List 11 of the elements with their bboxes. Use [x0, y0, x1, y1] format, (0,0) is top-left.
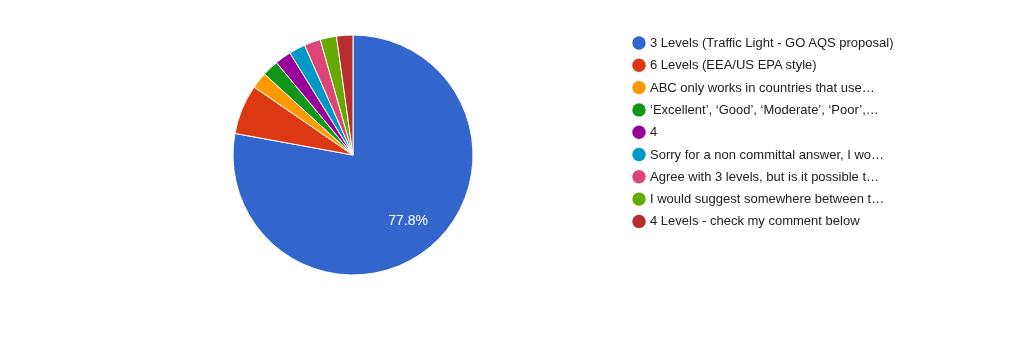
legend-label: I would suggest somewhere between t…	[650, 191, 885, 207]
data-label: 77.8%	[388, 212, 428, 229]
legend-label: ABC only works in countries that use…	[650, 79, 875, 95]
legend-label: Agree with 3 levels, but is it possible t…	[650, 168, 880, 184]
pie-slice	[232, 34, 474, 276]
legend-label: 6 Levels (EEA/US EPA style)	[650, 57, 817, 73]
legend-label: 4 Levels - check my comment below	[650, 213, 861, 229]
legend-label: ‘Excellent’, ‘Good’, ‘Moderate’, ‘Poor’,…	[650, 101, 879, 117]
legend-label: 4	[650, 124, 658, 140]
legend-label: Sorry for a non committal answer, I wo…	[650, 146, 885, 162]
legend-label: 3 Levels (Traffic Light - GO AQS proposal)	[650, 35, 894, 50]
